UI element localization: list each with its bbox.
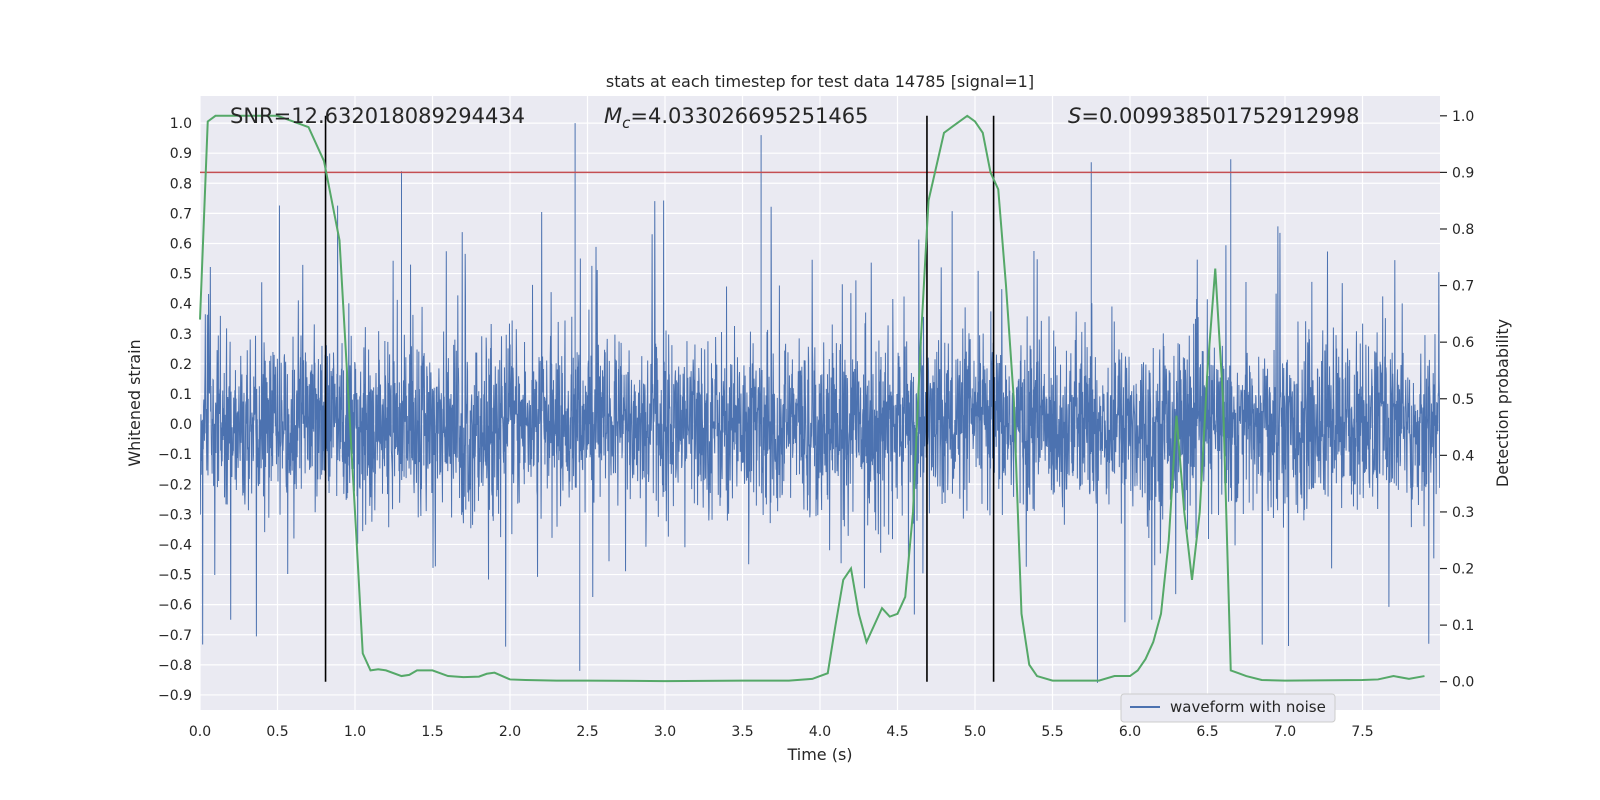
x-tick-label: 3.0 xyxy=(654,724,676,740)
right-tick-label: 0.6 xyxy=(1452,335,1474,351)
left-tick-label: −0.1 xyxy=(158,447,192,463)
left-tick-label: −0.7 xyxy=(158,628,192,644)
right-tick-label: 1.0 xyxy=(1452,109,1474,125)
legend-label: waveform with noise xyxy=(1170,698,1326,716)
x-tick-label: 6.5 xyxy=(1196,724,1218,740)
legend: waveform with noise xyxy=(1120,693,1336,723)
left-axis-ticks: −0.9 −0.8 −0.7 −0.6 −0.5 −0.4 −0.3 −0.2 −0.1 0.0 0… xyxy=(158,116,192,704)
left-tick-label: 0.4 xyxy=(170,297,192,313)
left-tick-label: 1.0 xyxy=(170,116,192,132)
chart-title: stats at each timestep for test data 147… xyxy=(606,72,1034,91)
x-tick-label: 5.5 xyxy=(1041,724,1063,740)
right-tick-label: 0.4 xyxy=(1452,448,1474,464)
right-tick-label: 0.0 xyxy=(1452,675,1474,691)
left-tick-label: −0.8 xyxy=(158,658,192,674)
x-axis-label: Time (s) xyxy=(786,745,852,764)
mc-value: =4.033026695251465 xyxy=(630,104,868,128)
x-tick-label: 0.5 xyxy=(266,724,288,740)
s-value: =0.009938501752912998 xyxy=(1081,104,1359,128)
right-tick-label: 0.7 xyxy=(1452,279,1474,295)
left-tick-label: 0.9 xyxy=(170,146,192,162)
left-tick-label: 0.3 xyxy=(170,327,192,343)
left-tick-label: −0.2 xyxy=(158,477,192,493)
x-tick-label: 2.0 xyxy=(499,724,521,740)
x-tick-label: 6.0 xyxy=(1119,724,1141,740)
snr-annotation: SNR=12.632018089294434 xyxy=(230,104,525,128)
left-tick-label: −0.3 xyxy=(158,507,192,523)
x-tick-label: 1.0 xyxy=(344,724,366,740)
left-tick-label: 0.8 xyxy=(170,176,192,192)
x-tick-label: 3.5 xyxy=(731,724,753,740)
right-tick-label: 0.2 xyxy=(1452,562,1474,578)
left-tick-label: 0.6 xyxy=(170,236,192,252)
x-axis-ticks: 0.0 0.5 1.0 1.5 2.0 2.5 3.0 3.5 4.0 4.5 5.0 5.5 6.0 6… xyxy=(189,724,1374,740)
legend-box xyxy=(1120,693,1336,723)
right-tick-label: 0.5 xyxy=(1452,392,1474,408)
right-tick-label: 0.3 xyxy=(1452,505,1474,521)
x-tick-label: 1.5 xyxy=(421,724,443,740)
x-tick-label: 4.5 xyxy=(886,724,908,740)
left-tick-label: −0.5 xyxy=(158,568,192,584)
left-tick-label: −0.9 xyxy=(158,688,192,704)
x-tick-label: 2.5 xyxy=(576,724,598,740)
x-tick-label: 7.5 xyxy=(1351,724,1373,740)
right-tick-label: 0.8 xyxy=(1452,222,1474,238)
s-annotation: S=0.009938501752912998 xyxy=(1068,104,1359,128)
mc-symbol: M xyxy=(604,104,622,128)
left-tick-label: 0.1 xyxy=(170,387,192,403)
left-tick-label: 0.5 xyxy=(170,267,192,283)
x-tick-label: 0.0 xyxy=(189,724,211,740)
right-tick-label: 0.1 xyxy=(1452,618,1474,634)
mc-annotation: Mc=4.033026695251465 xyxy=(604,104,868,132)
right-axis-ticks: 0.0 0.1 0.2 0.3 0.4 0.5 0.6 0.7 0.8 0.9 1.0 xyxy=(1440,109,1474,691)
s-symbol: S xyxy=(1068,104,1081,128)
x-tick-label: 7.0 xyxy=(1274,724,1296,740)
mc-subscript: c xyxy=(622,114,631,132)
y-axis-label-right: Detection probability xyxy=(1493,319,1512,487)
x-tick-label: 5.0 xyxy=(964,724,986,740)
right-tick-label: 0.9 xyxy=(1452,165,1474,181)
x-tick-label: 4.0 xyxy=(809,724,831,740)
left-tick-label: 0.2 xyxy=(170,357,192,373)
left-tick-label: −0.6 xyxy=(158,598,192,614)
vertical-markers xyxy=(324,115,995,682)
y-axis-label-left: Whitened strain xyxy=(125,339,144,466)
left-tick-label: 0.7 xyxy=(170,206,192,222)
left-tick-label: 0.0 xyxy=(170,417,192,433)
left-tick-label: −0.4 xyxy=(158,537,192,553)
probability-line xyxy=(199,114,1425,683)
